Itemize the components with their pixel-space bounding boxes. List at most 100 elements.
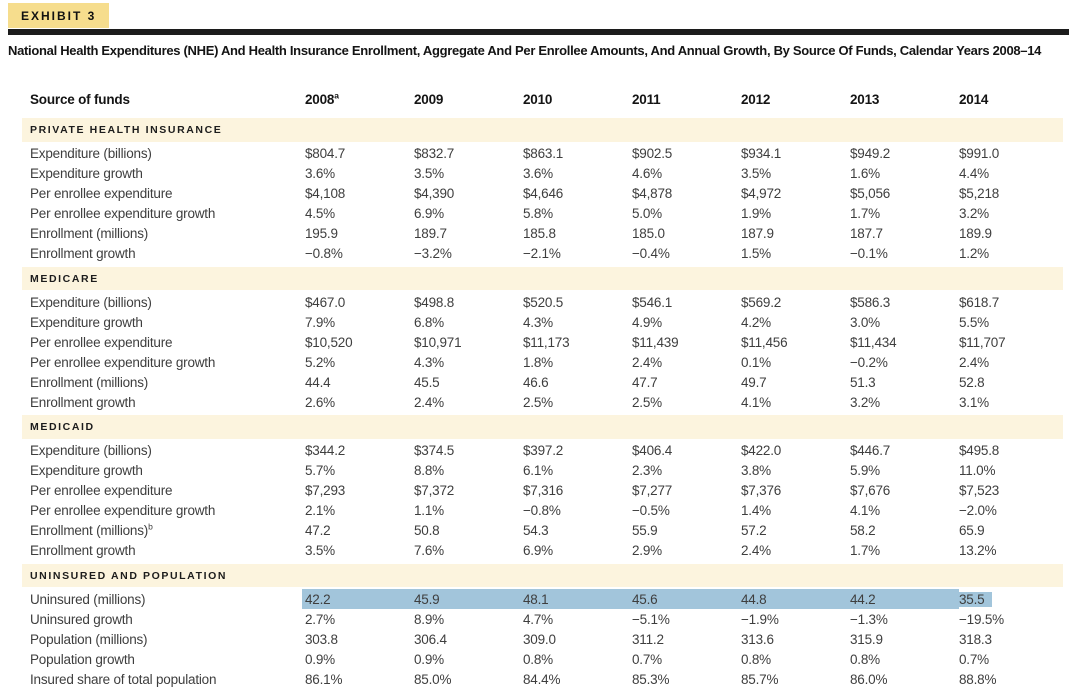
cell-value: 44.2 (850, 588, 959, 609)
table-row: Per enrollee expenditure growth 4.5% 6.9% 5… (22, 204, 1063, 224)
row-label: Enrollment growth (30, 246, 136, 261)
cell-value: $446.7 (850, 443, 891, 458)
cell-value: 86.1% (305, 671, 343, 687)
row-label: Per enrollee expenditure (30, 186, 173, 201)
cell-value: 309.0 (523, 631, 556, 647)
cell-value: $11,439 (632, 334, 679, 350)
cell-value: 4.2% (741, 314, 771, 330)
cell-value: −0.8% (305, 246, 343, 261)
cell-value: 86.0% (850, 671, 888, 687)
cell-value: 51.3 (850, 374, 876, 390)
cell-value: $4,390 (414, 186, 455, 201)
cell-value: $11,434 (850, 334, 897, 350)
cell-value: 5.7% (305, 463, 335, 478)
row-label: Expenditure (billions) (30, 443, 152, 458)
cell-value: 315.9 (850, 631, 883, 647)
cell-value: $7,523 (959, 483, 1000, 498)
row-label: Expenditure growth (30, 463, 143, 478)
cell-value: $949.2 (850, 146, 891, 161)
row-label: Enrollment (millions) (30, 226, 149, 241)
cell-value: 50.8 (414, 523, 440, 538)
table-row: Population (millions) 303.8 306.4 309.0 311.… (22, 629, 1063, 649)
cell-value: 1.7% (850, 543, 880, 558)
cell-value: 1.6% (850, 166, 880, 181)
cell-value: 3.5% (741, 166, 771, 181)
cell-value: 311.2 (632, 631, 664, 647)
cell-value: 47.2 (305, 523, 331, 538)
top-rule (8, 29, 1069, 35)
cell-value: 1.4% (741, 503, 771, 518)
cell-value: 0.7% (959, 651, 989, 667)
cell-value: 1.2% (959, 246, 989, 261)
cell-value: −3.2% (414, 246, 452, 261)
cell-value: 5.9% (850, 463, 880, 478)
cell-value: $902.5 (632, 146, 673, 161)
cell-value: −1.3% (850, 611, 888, 627)
table-row: Expenditure (billions) $804.7 $832.7 $863.1… (22, 143, 1063, 164)
section-header-row: MEDICARE (22, 263, 1063, 292)
cell-value: 1.5% (741, 246, 771, 261)
table-row: Enrollment (millions) 195.9 189.7 185.8 185.… (22, 224, 1063, 244)
cell-value: $804.7 (305, 146, 346, 161)
cell-value: 0.9% (305, 651, 335, 667)
cell-value: 2.1% (305, 503, 335, 518)
cell-value: 42.2 (305, 588, 414, 609)
cell-value: 6.8% (414, 314, 444, 330)
cell-value: 6.9% (414, 206, 444, 221)
cell-value: 55.9 (632, 523, 658, 538)
cell-value: −0.5% (632, 503, 670, 518)
row-label: Enrollment (millions)b (30, 521, 153, 538)
column-header-year: 2008a (305, 90, 339, 107)
cell-value: 58.2 (850, 523, 876, 538)
row-label: Expenditure (billions) (30, 294, 152, 310)
cell-value: 84.4% (523, 671, 561, 687)
cell-value: 306.4 (414, 631, 447, 647)
cell-value: 4.4% (959, 166, 989, 181)
cell-value: $11,456 (741, 334, 788, 350)
cell-value: 3.6% (523, 166, 553, 181)
cell-value: −5.1% (632, 611, 670, 627)
cell-value: −2.0% (959, 503, 997, 518)
cell-value: $10,971 (414, 334, 462, 350)
cell-value: 1.7% (850, 206, 880, 221)
cell-value: $832.7 (414, 146, 455, 161)
cell-value: 2.4% (414, 394, 444, 410)
column-header-source-of-funds: Source of funds (30, 92, 130, 107)
cell-value: $7,376 (741, 483, 782, 498)
table-row: Expenditure growth 3.6% 3.5% 3.6% 4.6% 3.5% 1.… (22, 164, 1063, 184)
cell-value: $7,277 (632, 483, 673, 498)
cell-value: 189.7 (414, 226, 447, 241)
column-header-year: 2009 (414, 92, 444, 107)
table-row: Per enrollee expenditure growth 5.2% 4.3% 1… (22, 352, 1063, 372)
table-row: Expenditure growth 5.7% 8.8% 6.1% 2.3% 3.8% 5.… (22, 461, 1063, 481)
section-header-row: MEDICAID (22, 412, 1063, 441)
column-header-year: 2012 (741, 92, 771, 107)
cell-value: 2.5% (632, 394, 662, 410)
cell-value: 6.1% (523, 463, 553, 478)
cell-value: 3.6% (305, 166, 335, 181)
cell-value: $7,676 (850, 483, 891, 498)
cell-value: 47.7 (632, 374, 658, 390)
cell-value: −0.4% (632, 246, 670, 261)
row-label: Enrollment (millions) (30, 374, 149, 390)
cell-value: $520.5 (523, 294, 564, 310)
cell-value: $5,056 (850, 186, 891, 201)
cell-value: 4.1% (850, 503, 880, 518)
table-row: Population growth 0.9% 0.9% 0.8% 0.7% 0.8% 0.8… (22, 649, 1063, 669)
cell-value: 3.0% (850, 314, 880, 330)
table-header-row: Source of funds 2008a 2009 2010 2011 2012 2013… (22, 88, 1063, 117)
section-header-row: PRIVATE HEALTH INSURANCE (22, 115, 1063, 144)
cell-value: 187.9 (741, 226, 774, 241)
cell-value: 46.6 (523, 374, 549, 390)
row-label: Expenditure (billions) (30, 146, 152, 161)
cell-value: 0.1% (741, 354, 771, 370)
cell-value: $4,108 (305, 186, 346, 201)
cell-value: $7,293 (305, 483, 346, 498)
cell-value: 2.4% (632, 354, 662, 370)
row-label: Population (millions) (30, 631, 148, 647)
cell-value: 185.8 (523, 226, 556, 241)
cell-value: $467.0 (305, 294, 346, 310)
cell-value: 2.5% (523, 394, 553, 410)
cell-value: $546.1 (632, 294, 673, 310)
cell-value: $934.1 (741, 146, 782, 161)
